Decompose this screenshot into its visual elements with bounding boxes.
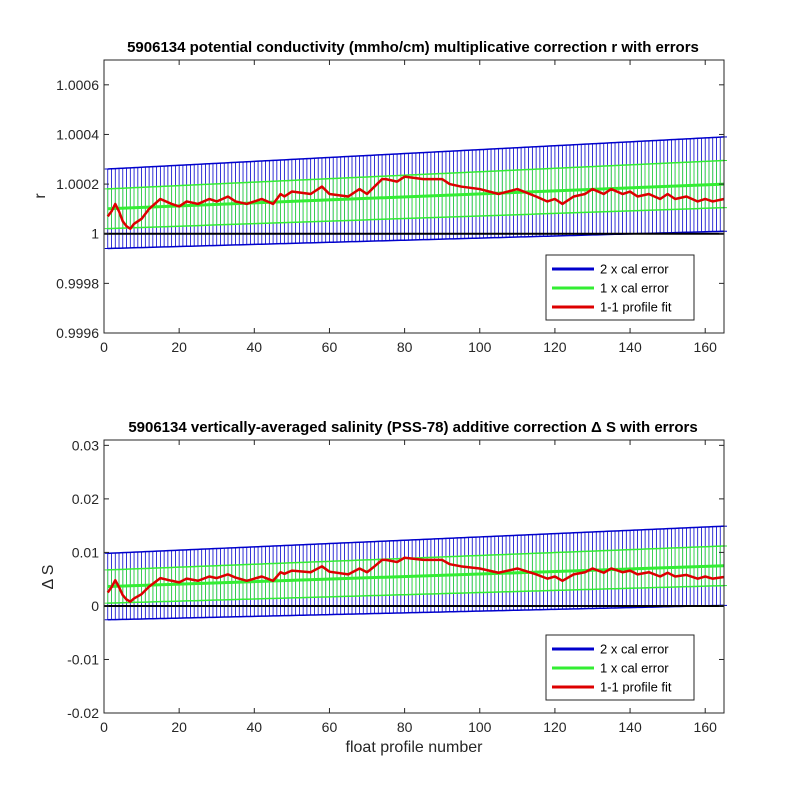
legend-label-2x-error: 2 x cal error <box>600 262 669 277</box>
y-tick-label: 0.9998 <box>56 275 99 291</box>
salinity-correction-chart: 5906134 vertically-averaged salinity (PS… <box>40 419 727 756</box>
y-tick-label: 1.0002 <box>56 176 99 192</box>
y-tick-label: 0.9996 <box>56 325 99 341</box>
legend-label-1x-error: 1 x cal error <box>600 281 669 296</box>
y-tick-label: 0.02 <box>72 491 99 507</box>
x-tick-label: 60 <box>322 719 338 735</box>
chart-title: 5906134 potential conductivity (mmho/cm)… <box>127 39 699 56</box>
legend-label-profile-fit: 1-1 profile fit <box>600 300 672 315</box>
error-2x-lower-edge <box>107 604 725 621</box>
x-tick-label: 40 <box>247 339 263 355</box>
x-tick-label: 20 <box>171 339 187 355</box>
error-2x-upper-edge <box>107 136 725 170</box>
error-1x-upper-edge <box>107 159 725 190</box>
x-tick-label: 80 <box>397 339 413 355</box>
legend-label-profile-fit: 1-1 profile fit <box>600 680 672 695</box>
error-2x-upper-edge <box>107 525 725 555</box>
x-tick-label: 140 <box>618 339 642 355</box>
x-tick-label: 160 <box>694 339 718 355</box>
y-tick-label: 0.03 <box>72 437 99 453</box>
legend-label-2x-error: 2 x cal error <box>600 642 669 657</box>
y-axis-label: Δ S <box>40 565 57 590</box>
y-tick-label: -0.02 <box>67 705 99 721</box>
chart-title: 5906134 vertically-averaged salinity (PS… <box>128 419 697 436</box>
x-tick-label: 20 <box>171 719 187 735</box>
y-tick-label: 1.0006 <box>56 77 99 93</box>
error-1x-lower-edge <box>107 584 725 604</box>
x-tick-label: 160 <box>694 719 718 735</box>
y-axis-ticks: 0.9996 0.9998 1 1.0002 1.0004 1.0006 <box>56 77 724 341</box>
legend: 2 x cal error 1 x cal error 1-1 profile … <box>545 254 695 321</box>
x-tick-label: 40 <box>247 719 263 735</box>
error-1x-lower-edge <box>107 206 725 230</box>
x-tick-label: 0 <box>100 339 108 355</box>
y-axis-label: r <box>32 193 49 199</box>
x-tick-label: 0 <box>100 719 108 735</box>
y-tick-label: 0 <box>91 598 99 614</box>
x-axis-label: float profile number <box>346 739 484 756</box>
x-tick-label: 120 <box>543 719 567 735</box>
x-axis-ticks: 0 20 40 60 80 100 120 140 160 <box>100 440 717 735</box>
axes-box <box>103 439 725 714</box>
y-tick-label: 1.0004 <box>56 126 99 142</box>
y-tick-label: 0.01 <box>72 544 99 560</box>
x-tick-label: 60 <box>322 339 338 355</box>
legend: 2 x cal error 1 x cal error 1-1 profile … <box>545 634 695 701</box>
x-tick-label: 80 <box>397 719 413 735</box>
calibration-fit-line <box>107 564 725 589</box>
profile-fit-line <box>106 556 725 603</box>
x-tick-label: 100 <box>468 339 492 355</box>
profile-fit-line <box>106 175 725 231</box>
y-axis-ticks: -0.02 -0.01 0 0.01 0.02 0.03 <box>67 437 724 721</box>
conductivity-correction-chart: 5906134 potential conductivity (mmho/cm)… <box>32 39 727 355</box>
x-tick-label: 100 <box>468 719 492 735</box>
x-tick-label: 120 <box>543 339 567 355</box>
y-tick-label: 1 <box>91 226 99 242</box>
legend-label-1x-error: 1 x cal error <box>600 661 669 676</box>
x-axis-ticks: 0 20 40 60 80 100 120 140 160 <box>100 60 717 355</box>
x-tick-label: 140 <box>618 719 642 735</box>
axes-box <box>103 59 725 334</box>
y-tick-label: -0.01 <box>67 651 99 667</box>
calibration-fit-line <box>107 182 725 211</box>
